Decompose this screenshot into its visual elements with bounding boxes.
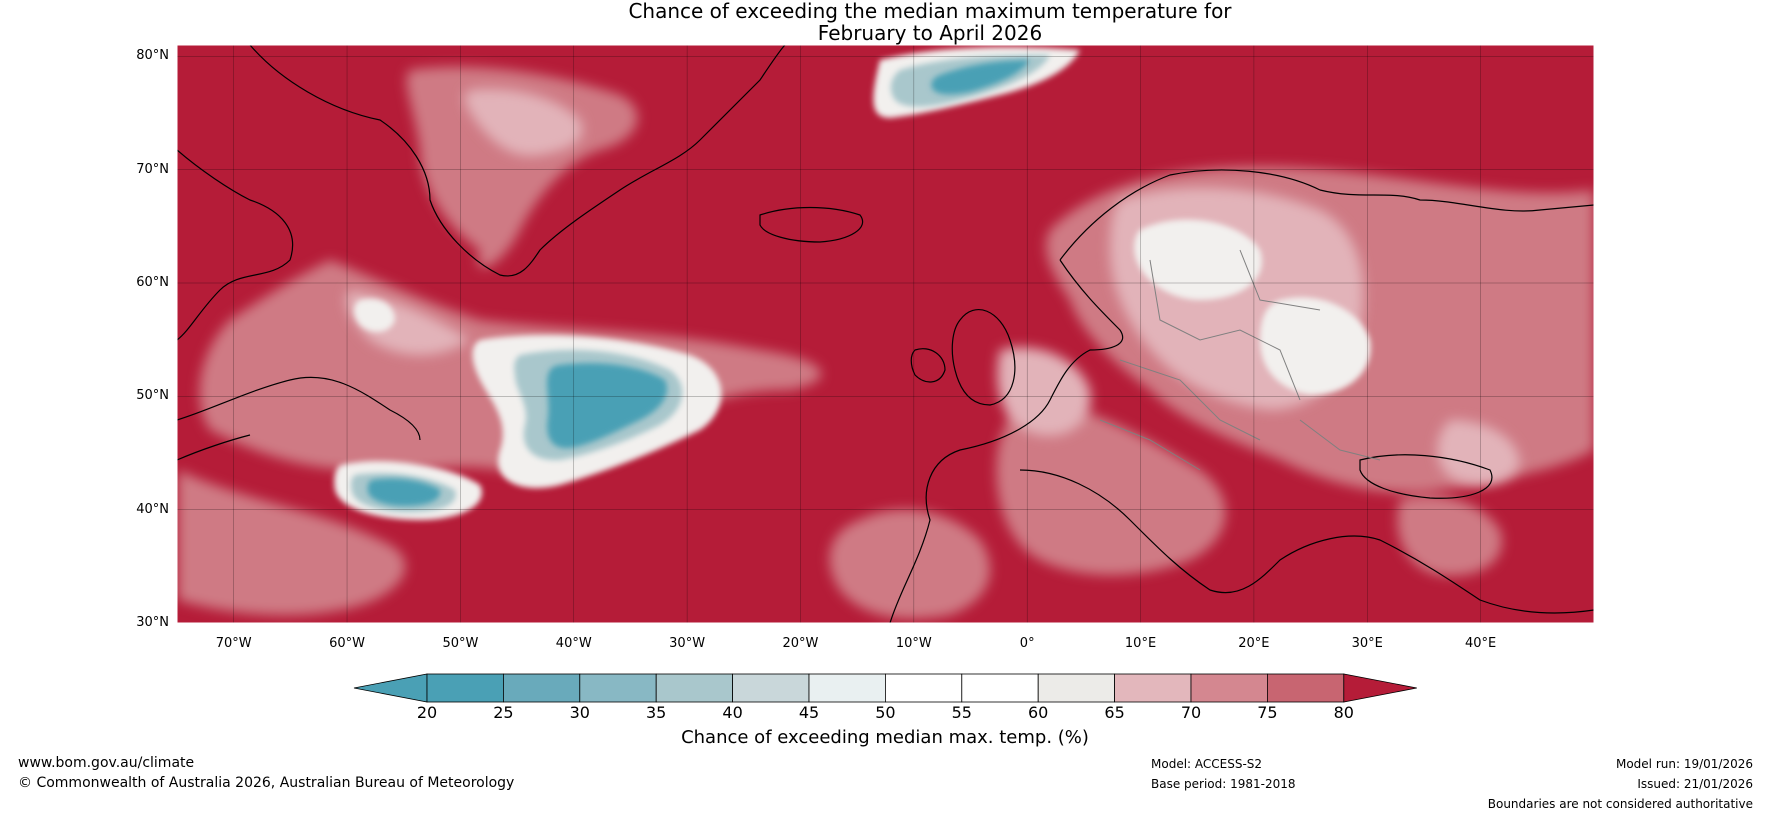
colorbar-tick-label: 55 xyxy=(951,703,972,722)
colorbar-segment xyxy=(1037,673,1115,703)
colorbar-segment xyxy=(1267,673,1345,703)
longitude-label: 40°W xyxy=(555,636,592,651)
iceland-coast xyxy=(759,206,864,243)
longitude-label: 0° xyxy=(1019,636,1035,651)
longitude-label: 70°W xyxy=(215,636,252,651)
colorbar-segment xyxy=(502,673,581,703)
british-isles-coast xyxy=(910,309,1016,406)
longitude-label: 40°E xyxy=(1464,636,1497,651)
footer-copyright: © Commonwealth of Australia 2026, Austra… xyxy=(18,775,515,791)
map-title-line2: February to April 2026 xyxy=(817,21,1043,45)
colorbar-tick-label: 40 xyxy=(722,703,743,722)
colorbar xyxy=(353,673,1417,703)
longitude-label: 30°E xyxy=(1351,636,1383,651)
country-borders xyxy=(1099,249,1381,471)
latitude-label: 60°N xyxy=(136,275,169,290)
map-title-line1: Chance of exceeding the median maximum t… xyxy=(628,0,1232,23)
colorbar-tick-label: 25 xyxy=(493,703,514,722)
longitude-label: 20°E xyxy=(1238,636,1270,651)
longitude-label: 50°W xyxy=(442,636,479,651)
map-frame xyxy=(176,44,1595,624)
latitude-label: 40°N xyxy=(136,501,169,517)
graticule xyxy=(177,45,1594,623)
map-area xyxy=(177,45,1594,623)
colorbar-segment xyxy=(579,673,657,703)
north-america-coast xyxy=(177,149,421,461)
footer-model-run: Model run: 19/01/2026 xyxy=(1615,757,1753,771)
colorbar-tick-label: 50 xyxy=(875,703,896,722)
colorbar-tick-label: 45 xyxy=(798,703,820,722)
latitude-label: 80°N xyxy=(136,48,169,64)
colorbar-segment xyxy=(732,673,810,703)
colorbar-tick-label: 35 xyxy=(646,703,667,722)
colorbar-segment xyxy=(808,673,886,703)
footer-base-period: Base period: 1981-2018 xyxy=(1151,777,1296,791)
colorbar-segment xyxy=(885,673,963,703)
longitude-label: 20°W xyxy=(782,636,819,651)
longitude-label: 10°W xyxy=(895,636,932,651)
footer-model: Model: ACCESS-S2 xyxy=(1151,757,1263,771)
colorbar-segment xyxy=(961,673,1039,703)
colorbar-segment xyxy=(655,673,734,703)
colorbar-tick-label: 65 xyxy=(1104,703,1125,722)
probability-field-below-30 xyxy=(367,60,1030,506)
footer-issued: Issued: 21/01/2026 xyxy=(1637,777,1753,791)
colorbar-tick-label: 70 xyxy=(1180,703,1202,722)
colorbar-tick-label: 20 xyxy=(416,703,438,722)
colorbar-tick-label: 75 xyxy=(1257,703,1278,722)
colorbar-segment xyxy=(1190,673,1268,703)
coastlines xyxy=(177,45,1594,623)
greenland-coast xyxy=(249,45,786,277)
colorbar-tick-label: 80 xyxy=(1333,703,1354,722)
longitude-label: 10°E xyxy=(1124,636,1157,651)
colorbar-tick-label: 30 xyxy=(569,703,590,722)
colorbar-segment xyxy=(426,673,504,703)
latitude-label: 30°N xyxy=(136,615,169,630)
colorbar-over-triangle xyxy=(1343,673,1417,703)
colorbar-tick-label: 60 xyxy=(1028,703,1049,722)
longitude-label: 30°W xyxy=(669,636,706,651)
colorbar-under-triangle xyxy=(353,673,428,703)
footer-disclaimer: Boundaries are not considered authoritat… xyxy=(1487,797,1753,811)
latitude-label: 50°N xyxy=(136,388,169,404)
footer-url: www.bom.gov.au/climate xyxy=(18,755,195,771)
colorbar-segment xyxy=(1114,673,1192,703)
longitude-label: 60°W xyxy=(329,636,365,651)
latitude-label: 70°N xyxy=(136,161,169,177)
europe-coast xyxy=(889,169,1594,623)
colorbar-label: Chance of exceeding median max. temp. (%… xyxy=(681,727,1089,748)
